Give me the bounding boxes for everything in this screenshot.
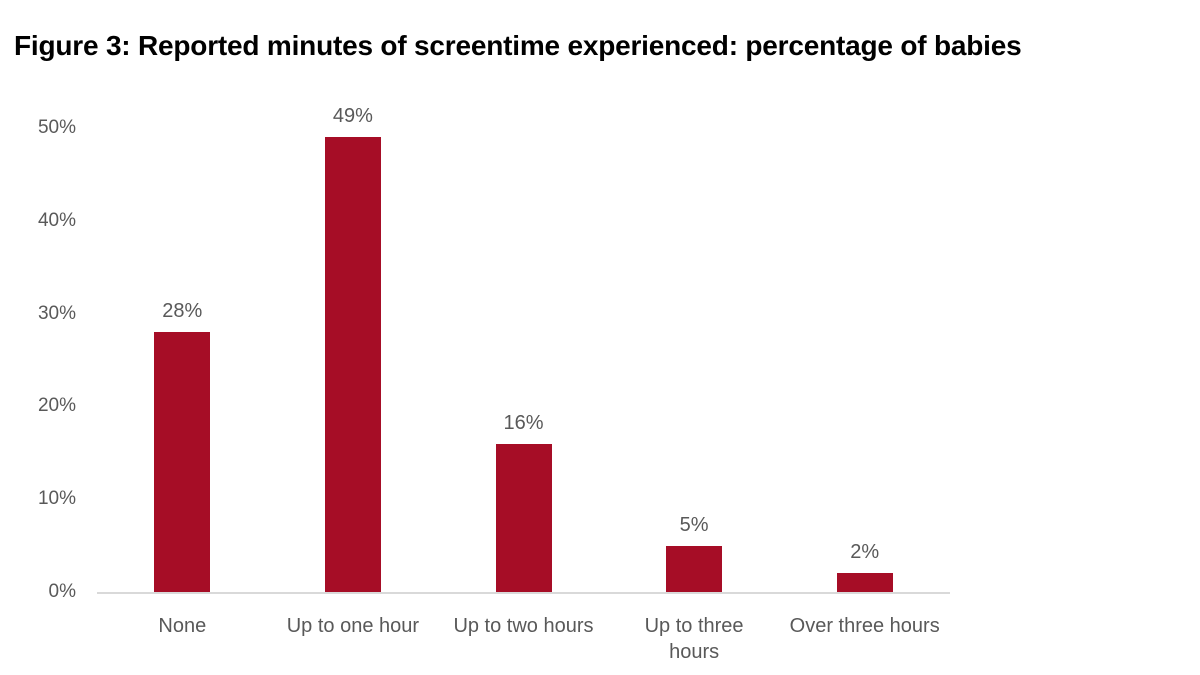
x-tick-label: Up to three hours — [644, 615, 744, 663]
bar-value-label: 49% — [332, 105, 373, 128]
bar-0 — [154, 332, 211, 592]
bar-1 — [324, 137, 381, 592]
y-tick-label: 40% — [37, 209, 76, 231]
y-tick-label: 50% — [37, 117, 76, 138]
x-tick-label: Up to two hours — [453, 615, 594, 637]
y-tick-label: 0% — [48, 581, 76, 602]
bar-value-label: 16% — [503, 411, 544, 434]
bar-value-label: 5% — [679, 513, 709, 536]
bar-2 — [495, 443, 552, 592]
y-tick-label: 20% — [37, 395, 76, 417]
y-tick-label: 30% — [37, 302, 76, 324]
bar-value-label: 2% — [850, 541, 880, 564]
x-axis-line — [97, 592, 950, 594]
x-tick-label: Over three hours — [789, 615, 940, 637]
x-tick-label: None — [158, 615, 207, 637]
y-tick-label: 10% — [37, 488, 76, 510]
x-tick-label: Up to one hour — [286, 615, 420, 637]
bar-4 — [836, 573, 893, 592]
bar-3 — [666, 545, 723, 592]
bar-value-label: 28% — [162, 300, 203, 323]
figure-title: Figure 3: Reported minutes of screentime… — [14, 30, 1022, 61]
